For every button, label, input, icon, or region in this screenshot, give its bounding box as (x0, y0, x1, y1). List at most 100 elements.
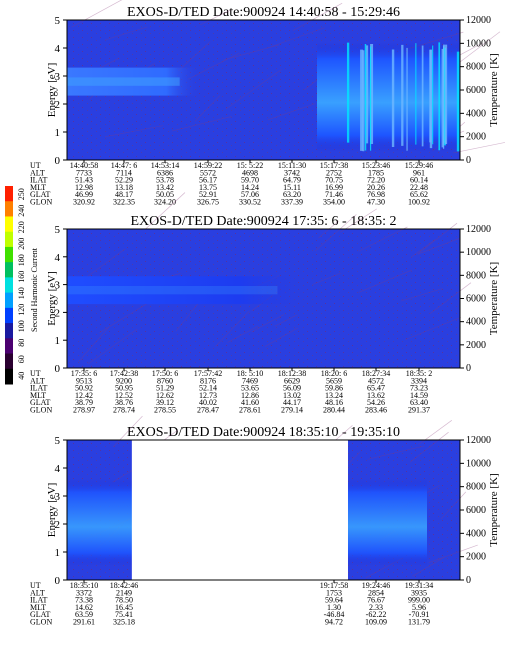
colorbar-tick-label: 60 (17, 355, 26, 363)
ephemeris-row-label: ALT (30, 588, 45, 597)
ephemeris-value: 3935 (411, 588, 427, 597)
ephemeris-value: 51.43 (75, 176, 93, 185)
ephemeris-value: 12.98 (75, 183, 93, 192)
panels: EXOS-D/TED Date:900924 14:40:58 - 15:29:… (30, 0, 505, 627)
ephemeris-value: 14:47: 6 (111, 161, 137, 170)
plot-streak (264, 327, 298, 347)
ephemeris-row-label: ILAT (30, 596, 47, 605)
ytick-label: 3 (55, 491, 61, 503)
ytick-right-label: 10000 (466, 458, 491, 469)
ytick-label: 3 (55, 280, 61, 292)
ephemeris-value: 18: 5:10 (237, 369, 263, 378)
ephemeris-value: 15:23:46 (362, 161, 390, 170)
ytick-label: 1 (55, 127, 61, 139)
ephemeris-value: 7114 (116, 168, 132, 177)
panel-3: EXOS-D/TED Date:900924 18:35:10 - 19:35:… (30, 415, 500, 627)
ephemeris-value: 16.45 (115, 603, 133, 612)
ephemeris-value: -46.84 (324, 610, 345, 619)
colorbar-tick-label: 40 (17, 372, 26, 380)
ytick-right-label: 8000 (466, 482, 486, 493)
colorbar-tick-label: 120 (17, 304, 26, 316)
ephemeris-value: 40.02 (199, 398, 217, 407)
ephemeris-value: 56.09 (283, 384, 301, 393)
ephemeris-value: 320.92 (73, 198, 95, 207)
ephemeris-row-label: GLAT (30, 190, 51, 199)
ephemeris-value: 9200 (116, 376, 132, 385)
ephemeris-value: 324.20 (154, 198, 176, 207)
ephemeris-value: 9513 (76, 376, 92, 385)
plot-streak (88, 328, 138, 365)
data-gap (131, 440, 348, 580)
ytick-label: 1 (55, 547, 61, 559)
plot-streak (409, 431, 449, 463)
ephemeris-value: 14:40:58 (70, 161, 98, 170)
ytick-label: 5 (55, 224, 61, 236)
ephemeris-value: 76.67 (367, 596, 385, 605)
ephemeris-value: 19:17:58 (320, 581, 348, 590)
ephemeris-value: 18:35: 2 (406, 369, 432, 378)
ephemeris-value: 50.92 (75, 384, 93, 393)
plot-streak (358, 226, 408, 252)
plot-streak (417, 222, 458, 255)
ephemeris-value: 100.92 (408, 198, 430, 207)
colorbar-segment (5, 246, 13, 263)
ephemeris-value: 14.62 (75, 603, 93, 612)
ephemeris-value: 13.62 (367, 391, 385, 400)
ephemeris-value: 63.59 (75, 610, 93, 619)
ephemeris-value: -70.91 (409, 610, 430, 619)
ytick-right-label: 4000 (466, 108, 486, 119)
plot-streak (440, 491, 467, 520)
plot-streak (412, 556, 445, 577)
ephemeris-value: 12.62 (156, 391, 174, 400)
plot-streak (251, 314, 285, 333)
ephemeris-value: 15:17:38 (320, 161, 348, 170)
ephemeris-value: 19:24:46 (362, 581, 390, 590)
ephemeris-row-label: ALT (30, 376, 45, 385)
ytick-label: 3 (55, 71, 61, 83)
plot-streak (83, 248, 126, 280)
ephemeris-value: 50.95 (115, 384, 133, 393)
ephemeris-row-label: GLON (30, 198, 52, 207)
plot-streaks (78, 192, 472, 365)
ephemeris-value: 1.30 (327, 603, 341, 612)
ephemeris-value: 75.41 (115, 610, 133, 619)
plot-streak (411, 239, 436, 258)
ephemeris-value: 322.35 (113, 198, 135, 207)
plot-streak (104, 125, 163, 138)
plot-streak (405, 316, 461, 341)
ephemeris-value: 3742 (284, 168, 300, 177)
colorbar-segment (5, 338, 13, 355)
ephemeris-value: 279.14 (281, 406, 303, 415)
plot-streak (99, 301, 151, 334)
plot-streak (314, 214, 357, 252)
plot-streak (175, 302, 199, 332)
colorbar-tick-label: 80 (17, 339, 26, 347)
ytick-right-label: 0 (466, 363, 471, 374)
ephemeris-value: 60.14 (410, 176, 428, 185)
panel-title: EXOS-D/TED Date:900924 18:35:10 - 19:35:… (127, 425, 400, 440)
ephemeris-row-label: ILAT (30, 176, 47, 185)
colorbar-segment (5, 277, 13, 294)
ephemeris-value: 73.38 (75, 596, 93, 605)
colorbar-segment (5, 368, 13, 385)
colorbar-title: Second Harmonic Current (30, 247, 39, 332)
ephemeris-value: 8176 (200, 376, 216, 385)
colorbar-segment (5, 186, 13, 202)
ytick-label: 4 (55, 252, 61, 264)
ephemeris-value: 12.52 (115, 391, 133, 400)
ephemeris-value: 12.42 (75, 391, 93, 400)
ephemeris-value: 6386 (157, 168, 173, 177)
plot-streak (429, 282, 472, 314)
plot-streak (418, 419, 453, 446)
ephemeris-value: 44.17 (283, 398, 301, 407)
ephemeris-value: 5572 (200, 168, 216, 177)
plot-streak (200, 9, 232, 26)
ephemeris-value: 78.50 (115, 596, 133, 605)
ytick-right-label: 8000 (466, 62, 486, 73)
ephemeris-value: 16.99 (325, 183, 343, 192)
ephemeris-value: 15.11 (283, 183, 301, 192)
ytick-label: 0 (55, 363, 61, 375)
ephemeris-value: 41.60 (241, 398, 259, 407)
ephemeris-value: 14.24 (241, 183, 259, 192)
ephemeris-value: 325.18 (113, 618, 135, 627)
